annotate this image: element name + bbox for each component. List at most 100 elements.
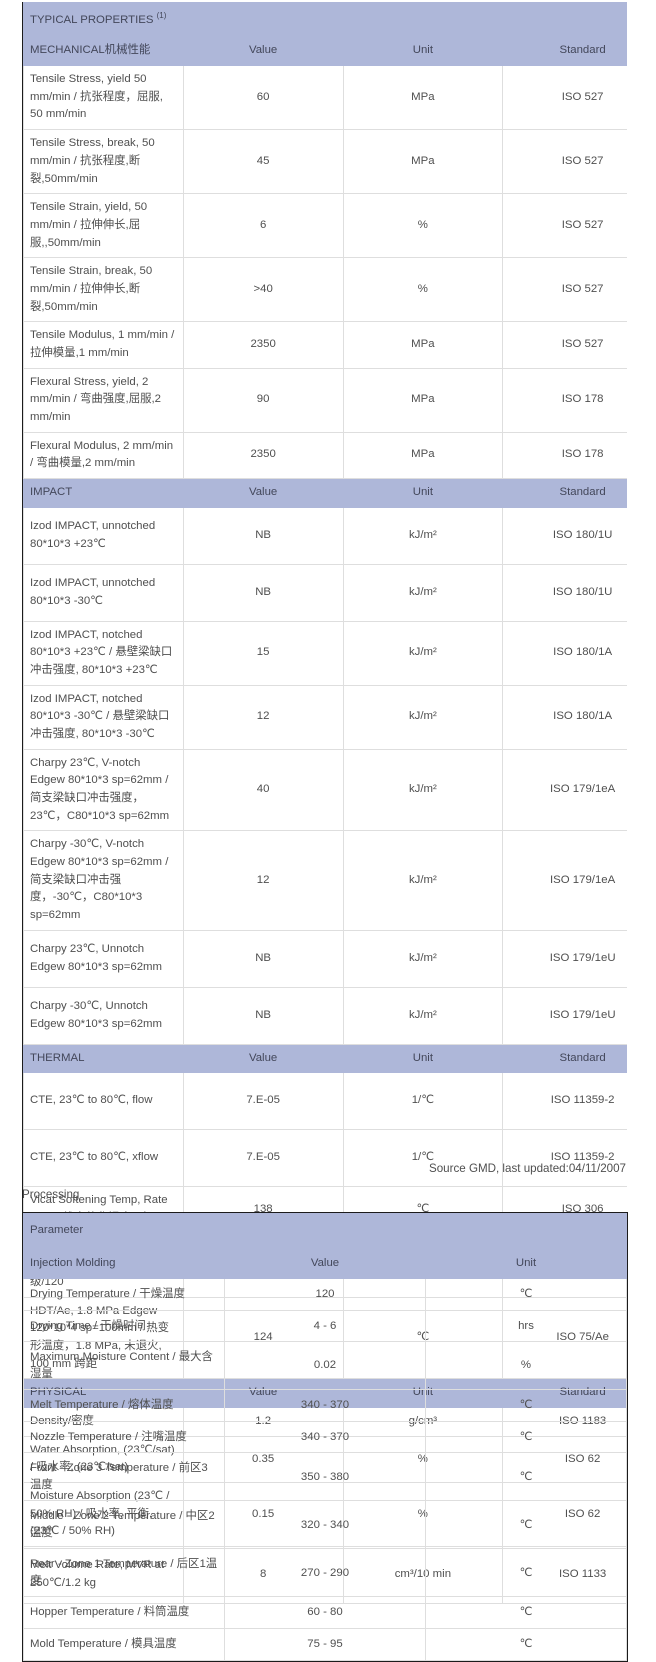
property-value: 45 (182, 129, 344, 195)
processing-parameter-value: 350 - 380 (224, 1452, 426, 1502)
processing-table: Parameter Injection Molding Value Unit Dryin… (23, 1213, 627, 1661)
table-row: Tensile Stress, yield 50 mm/min / 抗张程度，屈… (23, 65, 627, 131)
property-name: Izod IMPACT, notched 80*10*3 -30℃ / 悬壁梁缺… (23, 684, 184, 750)
column-header-value: Value (182, 36, 344, 67)
property-name: Tensile Stress, yield 50 mm/min / 抗张程度，屈… (23, 65, 184, 131)
table-row: Tensile Stress, break, 50 mm/min / 抗张程度,… (23, 129, 627, 195)
processing-parameter-name: Middle - Zone 2 Temperature / 中区2温度 (23, 1500, 225, 1550)
property-unit: MPa (342, 431, 504, 479)
property-name: Tensile Stress, break, 50 mm/min / 抗张程度,… (23, 129, 184, 195)
property-standard: ISO 180/1A (502, 684, 627, 750)
table-row: Tensile Strain, break, 50 mm/min / 拉伸伸长,… (23, 257, 627, 323)
processing-parameter-name: Nozzle Temperature / 注嘴温度 (23, 1420, 225, 1454)
table-row: Charpy 23℃, Unnotch Edgew 80*10*3 sp=62m… (23, 929, 627, 988)
processing-parameter-value: 320 - 340 (224, 1500, 426, 1550)
property-value: 7.E-05 (182, 1129, 344, 1188)
processing-parameter-name: Rear - Zone 1 Temperature / 后区1温度 (23, 1548, 225, 1598)
property-standard: ISO 527 (502, 257, 627, 323)
property-value: 6 (182, 193, 344, 259)
property-name: Flexural Modulus, 2 mm/min / 弯曲模量,2 mm/m… (23, 431, 184, 479)
property-unit: kJ/m² (342, 563, 504, 622)
property-standard: ISO 179/1eU (502, 929, 627, 988)
processing-label: Processing (22, 1188, 80, 1201)
processing-parameter-name: Mold Temperature / 模具温度 (23, 1627, 225, 1661)
section-header-row: MECHANICAL机械性能 Value Unit Standard (23, 36, 627, 67)
column-header-standard: Standard (502, 477, 627, 508)
property-value: 12 (182, 684, 344, 750)
property-unit: kJ/m² (342, 748, 504, 832)
processing-parameter-value: 60 - 80 (224, 1596, 426, 1629)
property-unit: MPa (342, 129, 504, 195)
processing-subheader-name: Injection Molding (23, 1246, 225, 1280)
source-note: Source GMD, last updated:04/11/2007 (428, 1162, 626, 1175)
property-unit: 1/℃ (342, 1129, 504, 1188)
property-standard: ISO 527 (502, 65, 627, 131)
property-value: 40 (182, 748, 344, 832)
processing-table-wrapper: Parameter Injection Molding Value Unit Dryin… (22, 1212, 628, 1662)
processing-parameter-unit: ℃ (425, 1627, 627, 1661)
processing-parameter-value: 340 - 370 (224, 1420, 426, 1454)
table-row: Nozzle Temperature / 注嘴温度 340 - 370 ℃ (23, 1420, 627, 1454)
column-header-unit: Unit (342, 1043, 504, 1074)
column-header-value: Value (182, 1043, 344, 1074)
section-header-label: MECHANICAL机械性能 (23, 36, 184, 67)
section-header-label: THERMAL (23, 1043, 184, 1074)
property-standard: ISO 178 (502, 431, 627, 479)
page-title: TYPICAL PROPERTIES (1) (23, 2, 627, 38)
column-header-standard: Standard (502, 36, 627, 67)
table-row: Flexural Stress, yield, 2 mm/min / 弯曲强度,… (23, 367, 627, 433)
property-name: Charpy -30℃, Unnotch Edgew 80*10*3 sp=62… (23, 986, 184, 1045)
processing-parameter-unit: ℃ (425, 1596, 627, 1629)
processing-parameter-name: Hopper Temperature / 料筒温度 (23, 1596, 225, 1629)
table-title-row: TYPICAL PROPERTIES (1) (23, 2, 627, 38)
table-row: Flexural Modulus, 2 mm/min / 弯曲模量,2 mm/m… (23, 431, 627, 479)
property-unit: MPa (342, 321, 504, 369)
property-standard: ISO 11359-2 (502, 1129, 627, 1188)
processing-parameter-unit: ℃ (425, 1452, 627, 1502)
processing-parameter-value: 4 - 6 (224, 1309, 426, 1343)
table-row: Charpy 23℃, V-notch Edgew 80*10*3 sp=62m… (23, 748, 627, 832)
property-name: Izod IMPACT, unnotched 80*10*3 -30℃ (23, 563, 184, 622)
property-standard: ISO 178 (502, 367, 627, 433)
column-header-unit: Unit (342, 36, 504, 67)
property-name: Izod IMPACT, unnotched 80*10*3 +23℃ (23, 506, 184, 565)
section-header-row: THERMAL Value Unit Standard (23, 1043, 627, 1074)
property-name: Flexural Stress, yield, 2 mm/min / 弯曲强度,… (23, 367, 184, 433)
processing-parameter-unit: % (425, 1341, 627, 1391)
column-header-unit: Unit (342, 477, 504, 508)
table-row: Hopper Temperature / 料筒温度 60 - 80 ℃ (23, 1596, 627, 1629)
processing-parameter-value: 0.02 (224, 1341, 426, 1391)
processing-title-row: Parameter (23, 1213, 627, 1248)
table-row: Izod IMPACT, unnotched 80*10*3 +23℃ NB kJ/… (23, 506, 627, 565)
table-row: Charpy -30℃, V-notch Edgew 80*10*3 sp=62… (23, 830, 627, 931)
property-standard: ISO 527 (502, 193, 627, 259)
processing-parameter-value: 120 (224, 1278, 426, 1311)
property-standard: ISO 527 (502, 321, 627, 369)
property-unit: % (342, 257, 504, 323)
table-row: Mold Temperature / 模具温度 75 - 95 ℃ (23, 1627, 627, 1661)
table-row: Middle - Zone 2 Temperature / 中区2温度 320 -… (23, 1500, 627, 1550)
property-name: Charpy 23℃, Unnotch Edgew 80*10*3 sp=62m… (23, 929, 184, 988)
processing-subheader-unit: Unit (425, 1246, 627, 1280)
property-name: Charpy -30℃, V-notch Edgew 80*10*3 sp=62… (23, 830, 184, 931)
property-value: >40 (182, 257, 344, 323)
property-name: Charpy 23℃, V-notch Edgew 80*10*3 sp=62m… (23, 748, 184, 832)
processing-parameter-name: Melt Temperature / 熔体温度 (23, 1389, 225, 1422)
processing-subheader-row: Injection Molding Value Unit (23, 1246, 627, 1280)
property-unit: kJ/m² (342, 986, 504, 1045)
property-name: Tensile Modulus, 1 mm/min / 拉伸模量,1 mm/mi… (23, 321, 184, 369)
table-row: Maximum Moisture Content / 最大含湿量 0.02% (23, 1341, 627, 1391)
property-value: 2350 (182, 321, 344, 369)
table-row: Front - Zone 3 Temperature / 前区3温度 350 - … (23, 1452, 627, 1502)
property-value: NB (182, 563, 344, 622)
section-header-label: IMPACT (23, 477, 184, 508)
processing-parameter-value: 340 - 370 (224, 1389, 426, 1422)
table-row: Tensile Strain, yield, 50 mm/min / 拉伸伸长,… (23, 193, 627, 259)
processing-parameter-unit: ℃ (425, 1420, 627, 1454)
processing-parameter-value: 75 - 95 (224, 1627, 426, 1661)
property-unit: kJ/m² (342, 684, 504, 750)
table-row: CTE, 23℃ to 80℃, flow 7.E-05 1/℃ ISO 11359-… (23, 1072, 627, 1131)
property-value: 15 (182, 620, 344, 686)
property-unit: MPa (342, 367, 504, 433)
